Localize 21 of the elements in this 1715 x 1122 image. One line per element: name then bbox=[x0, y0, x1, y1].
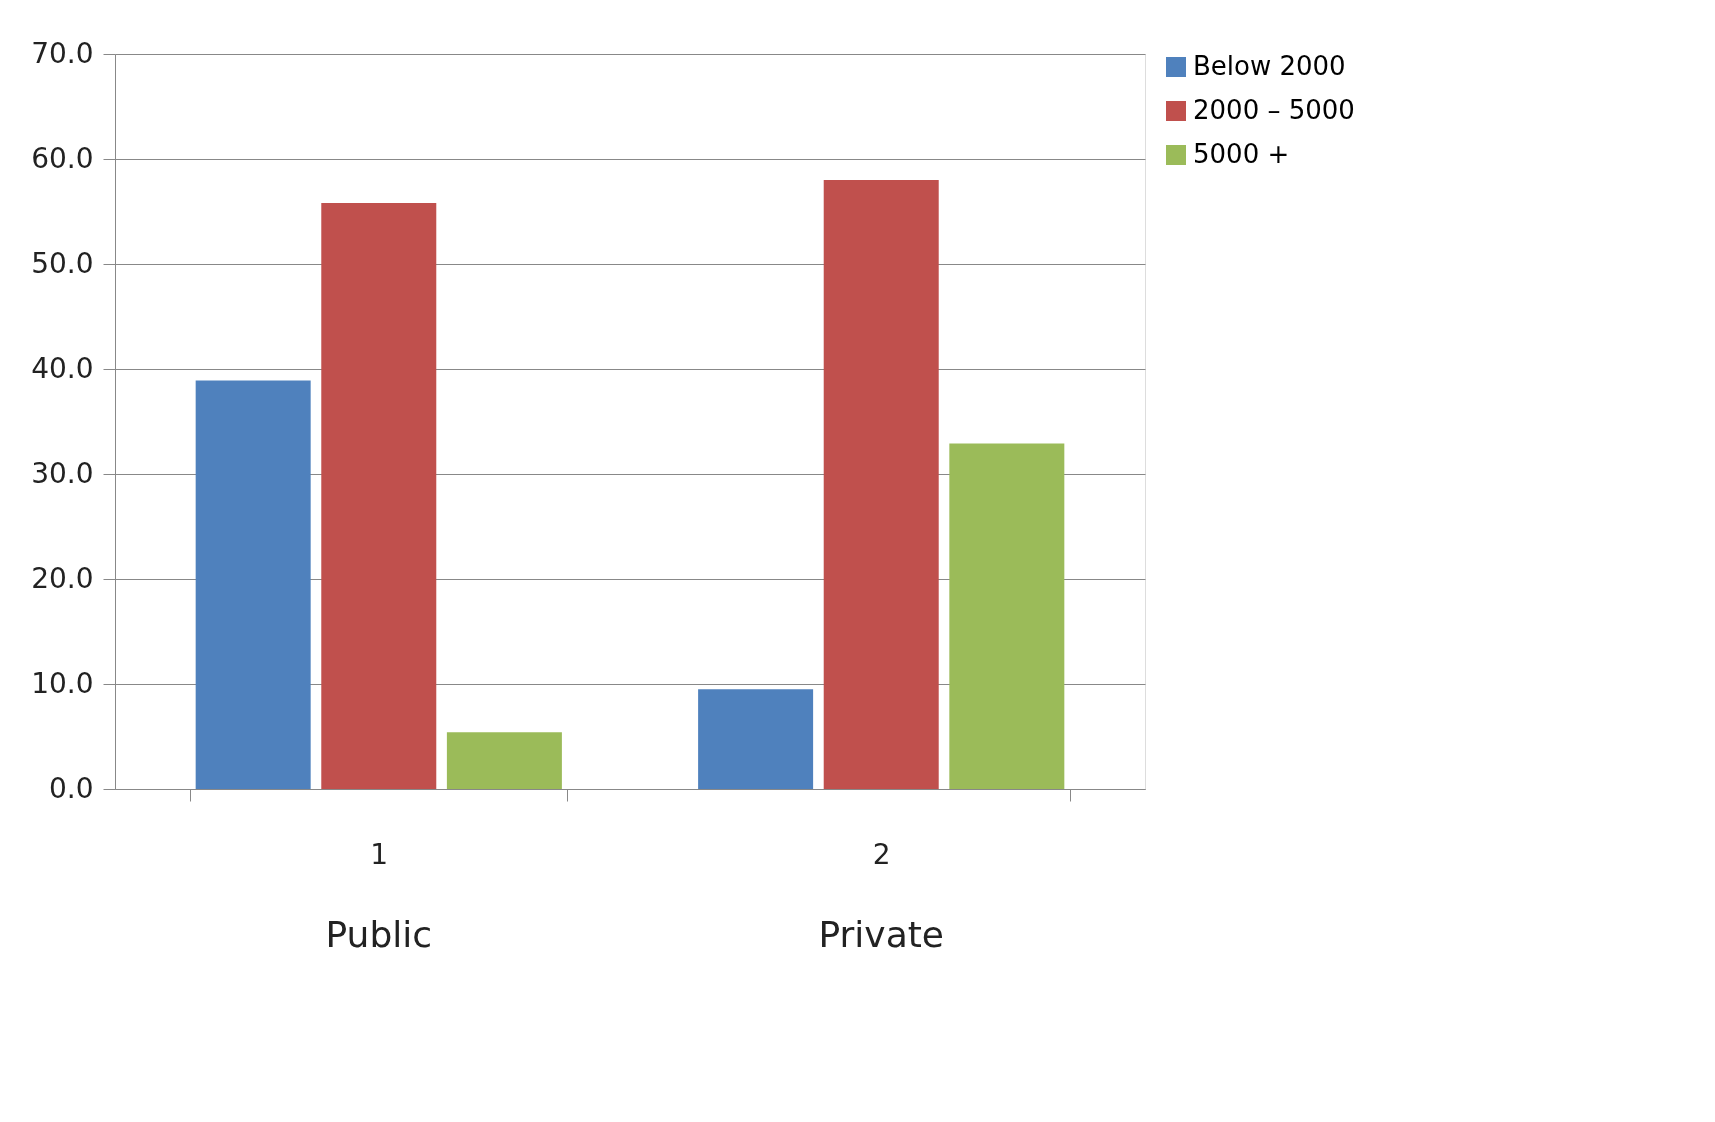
y-tick-label: 70.0 bbox=[31, 36, 94, 70]
y-tick-label: 0.0 bbox=[48, 771, 94, 805]
y-tick-label: 40.0 bbox=[31, 351, 94, 385]
legend-label: 5000 + bbox=[1193, 139, 1290, 169]
bar bbox=[698, 689, 814, 789]
y-tick-label: 50.0 bbox=[31, 246, 94, 280]
bar bbox=[823, 180, 939, 789]
bar bbox=[321, 203, 437, 789]
bar bbox=[446, 732, 562, 789]
x-tick-label: 2 bbox=[872, 837, 891, 871]
y-tick-label: 60.0 bbox=[31, 141, 94, 175]
bar bbox=[195, 380, 311, 789]
text: Private bbox=[818, 914, 944, 955]
y-tick-label: 30.0 bbox=[31, 456, 94, 490]
legend-label: 2000 – 5000 bbox=[1193, 95, 1355, 125]
x-tick-label: 1 bbox=[370, 837, 389, 871]
text: Public bbox=[325, 914, 433, 955]
legend-label: Below 2000 bbox=[1193, 51, 1346, 81]
y-tick-label: 20.0 bbox=[31, 561, 94, 595]
y-tick-label: 10.0 bbox=[31, 666, 94, 700]
bar bbox=[949, 443, 1065, 789]
